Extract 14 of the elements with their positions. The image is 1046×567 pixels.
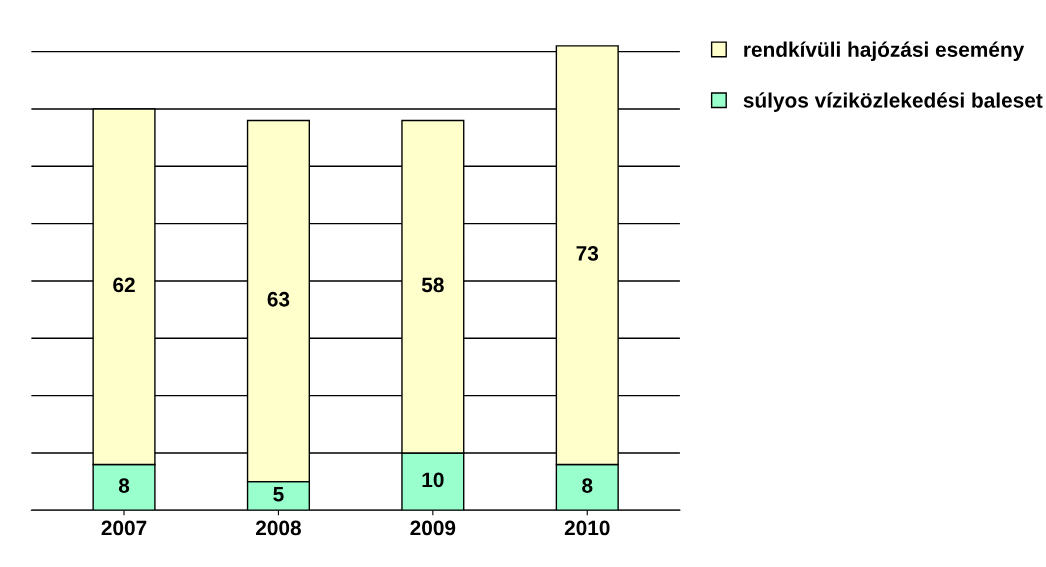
x-tick-label: 2008	[255, 520, 301, 536]
x-tick-label: 2010	[564, 520, 610, 536]
x-tick-label: 2007	[101, 520, 147, 536]
data-label: 63	[267, 291, 290, 307]
legend-label: rendkívüli hajózási esemény	[744, 41, 1025, 62]
data-label: 8	[582, 478, 593, 493]
x-tick-label: 2009	[410, 520, 456, 536]
data-label: 58	[421, 277, 444, 293]
data-label: 10	[422, 472, 444, 488]
legend-label: súlyos víziközlekedési baleset	[743, 92, 1043, 112]
data-label: 73	[576, 246, 599, 261]
data-label: 5	[273, 487, 284, 502]
data-label: 8	[118, 478, 130, 493]
data-label: 62	[113, 277, 135, 293]
